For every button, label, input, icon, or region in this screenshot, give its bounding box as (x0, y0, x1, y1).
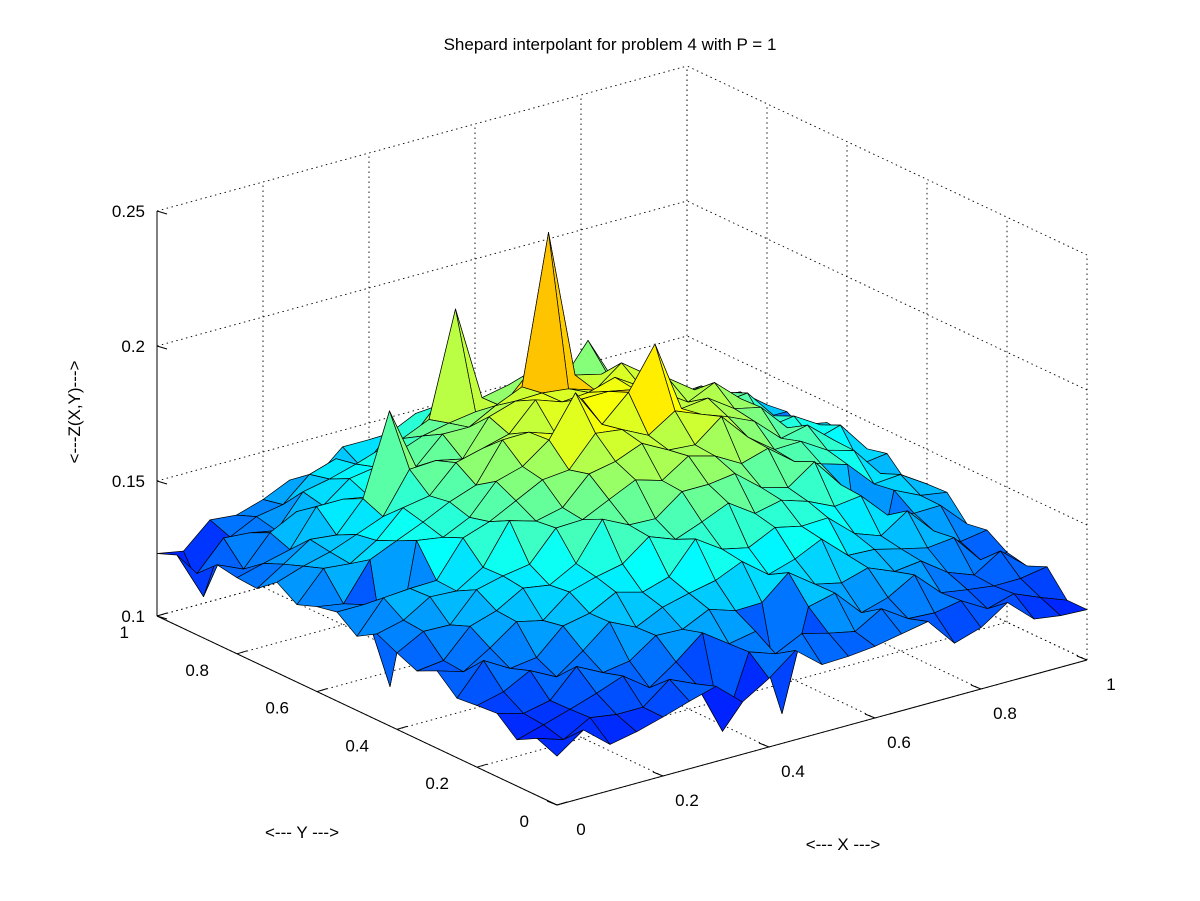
y-tick-label: 0 (520, 812, 529, 831)
x-tick-mark (546, 800, 558, 806)
y-axis-line (156, 615, 558, 806)
y-tick-label: 0.6 (265, 699, 289, 718)
z-gridline-right (686, 200, 1088, 391)
y-axis-label: <--- Y ---> (265, 823, 339, 842)
chart-title: Shepard interpolant for problem 4 with P… (444, 35, 777, 54)
x-tick-mark (652, 771, 664, 777)
y-tick-label: 1 (120, 623, 129, 642)
z-gridline-back (156, 200, 688, 347)
z-gridline-back (156, 65, 688, 212)
z-gridline-right (686, 335, 1088, 526)
y-tick-mark (476, 763, 488, 768)
z-tick-mark (156, 345, 168, 350)
z-tick-mark (156, 615, 168, 620)
x-tick-label: 1 (1106, 675, 1115, 694)
z-gridline-right (686, 65, 1088, 256)
z-tick-label: 0.2 (121, 337, 145, 356)
y-tick-mark (156, 612, 168, 617)
x-tick-mark (758, 742, 770, 748)
x-tick-mark (864, 713, 876, 719)
y-tick-mark (316, 688, 328, 693)
z-tick-mark (156, 210, 168, 215)
z-tick-label: 0.25 (112, 202, 145, 221)
y-tick-label: 0.4 (345, 736, 369, 755)
y-tick-mark (236, 650, 248, 655)
z-tick-mark (156, 480, 168, 485)
y-tick-mark (396, 725, 408, 730)
tick-labels: 00.20.40.60.8100.20.40.60.810.10.150.20.… (112, 202, 1116, 839)
x-tick-mark (970, 684, 982, 690)
x-axis-line (556, 659, 1088, 806)
axis-lines (156, 210, 1088, 806)
y-tick-label: 0.2 (425, 774, 449, 793)
x-tick-label: 0.2 (675, 791, 699, 810)
z-tick-label: 0.1 (121, 607, 145, 626)
y-tick-mark (556, 801, 568, 806)
x-tick-label: 0.4 (781, 762, 805, 781)
surface-cell (536, 729, 584, 757)
z-axis-label: <---Z(X,Y)---> (65, 360, 84, 463)
x-tick-mark (1076, 655, 1088, 661)
x-tick-label: 0 (576, 820, 585, 839)
x-tick-label: 0.8 (993, 704, 1017, 723)
z-tick-label: 0.15 (112, 472, 145, 491)
x-tick-label: 0.6 (887, 733, 911, 752)
surface-mesh (156, 232, 1088, 757)
x-axis-label: <--- X ---> (806, 835, 881, 854)
y-tick-label: 0.8 (185, 661, 209, 680)
